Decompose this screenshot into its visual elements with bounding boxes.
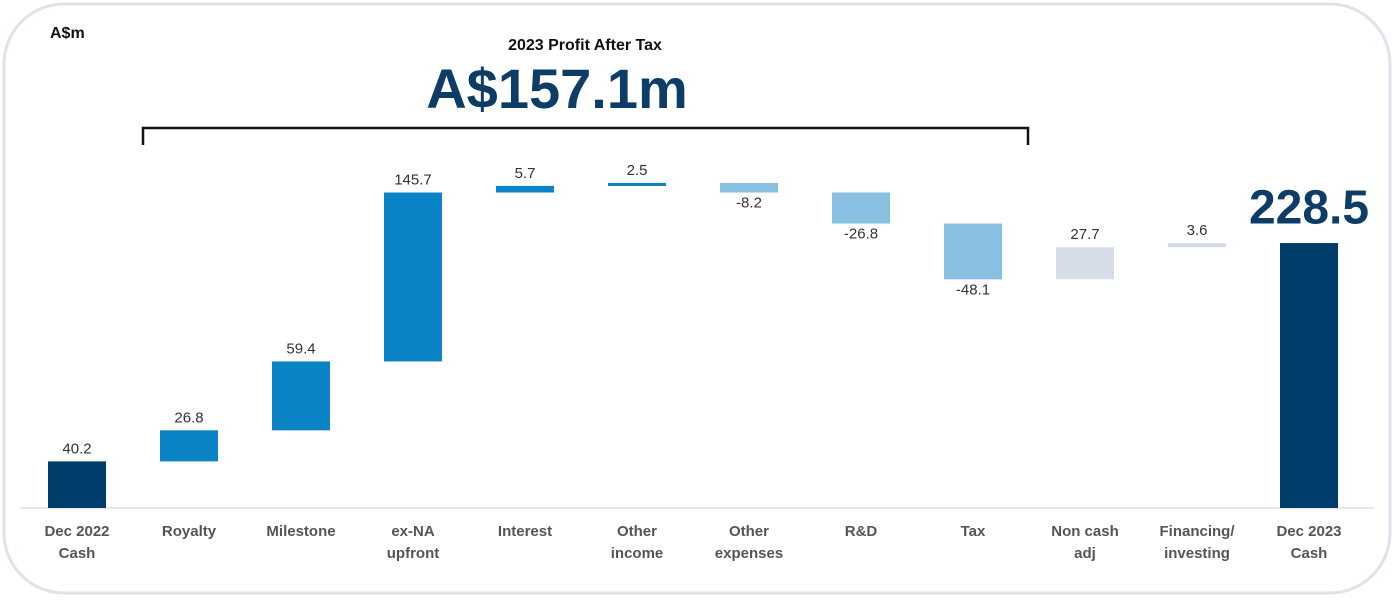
x-tick-label: Dec 2022	[44, 523, 109, 540]
x-tick-label: Royalty	[162, 523, 217, 540]
bar	[272, 361, 330, 431]
x-tick-label: Other	[729, 523, 769, 540]
x-tick-label: expenses	[715, 545, 783, 562]
value-label: 26.8	[174, 409, 203, 426]
value-label: -26.8	[844, 226, 878, 243]
value-label: 3.6	[1187, 222, 1208, 239]
value-label: 59.4	[286, 340, 315, 357]
bar	[1168, 243, 1226, 248]
x-tick-label: investing	[1164, 545, 1230, 562]
x-tick-label: Cash	[1291, 545, 1328, 562]
subtitle: 2023 Profit After Tax	[508, 37, 662, 54]
x-tick-label: Non cash	[1051, 523, 1119, 540]
value-label: 27.7	[1070, 226, 1099, 243]
x-tick-label: upfront	[387, 545, 439, 562]
value-label: -8.2	[736, 194, 762, 211]
bar	[944, 223, 1002, 280]
bracket	[141, 126, 1030, 145]
x-tick-label: ex-NA	[391, 523, 435, 540]
x-tick-label: Cash	[59, 545, 96, 562]
bar	[832, 192, 890, 224]
unit-label: A$m	[50, 25, 85, 42]
annotation: A$157.1m	[426, 57, 688, 120]
bar	[1280, 243, 1338, 508]
x-tick-label: Interest	[498, 523, 552, 540]
x-tick-label: Dec 2023	[1276, 523, 1341, 540]
x-tick-label: income	[611, 545, 664, 562]
value-label: 2.5	[627, 162, 648, 179]
bar	[720, 183, 778, 193]
bar	[1056, 247, 1114, 280]
total-label: 228.5	[1249, 182, 1369, 235]
bar	[384, 192, 442, 362]
bar	[608, 183, 666, 186]
bar	[48, 461, 106, 508]
x-tick-label: Tax	[961, 523, 986, 540]
bar	[496, 185, 554, 193]
x-tick-label: R&D	[845, 523, 878, 540]
x-tick-label: adj	[1074, 545, 1096, 562]
value-label: 40.2	[62, 440, 91, 457]
x-tick-label: Other	[617, 523, 657, 540]
value-label: -48.1	[956, 281, 990, 298]
x-tick-label: Financing/	[1160, 523, 1236, 540]
x-tick-label: Milestone	[266, 523, 335, 540]
value-label: 5.7	[515, 165, 536, 182]
value-label: 145.7	[394, 171, 432, 188]
bar	[160, 430, 218, 462]
